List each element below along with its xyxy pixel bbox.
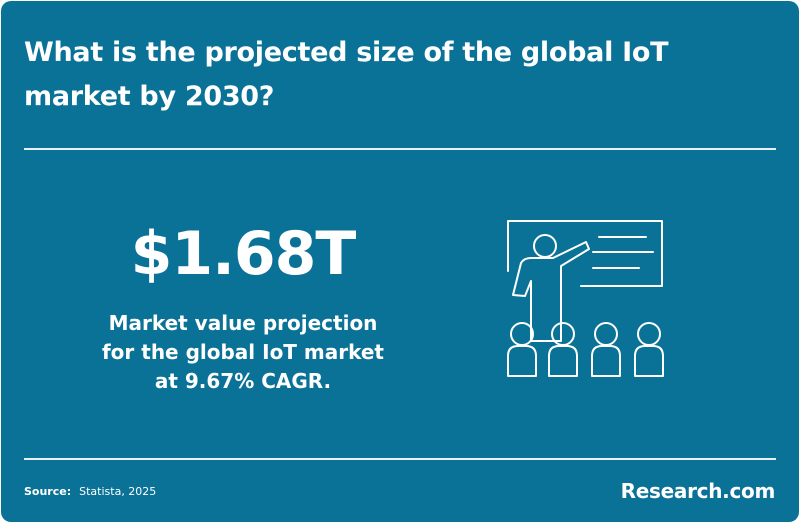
divider — [24, 148, 776, 150]
source-label: Source: — [24, 485, 72, 498]
presenter-head — [533, 234, 557, 258]
description-line: at 9.67% CAGR. — [154, 369, 332, 393]
brand: Research.com — [620, 479, 776, 503]
title: What is the projected size of the global… — [24, 37, 669, 112]
description-line: for the global IoT market — [101, 340, 384, 364]
stat-description: Market value projection for the global I… — [83, 309, 403, 396]
board — [507, 220, 663, 287]
source: Source: Statista, 2025 — [24, 485, 156, 498]
divider — [24, 458, 776, 460]
stat-value: $1.68T — [130, 219, 357, 289]
description-line: Market value projection — [108, 311, 378, 335]
audience — [507, 322, 664, 377]
presenter-body — [512, 241, 590, 342]
source-text: Statista, 2025 — [79, 485, 157, 498]
